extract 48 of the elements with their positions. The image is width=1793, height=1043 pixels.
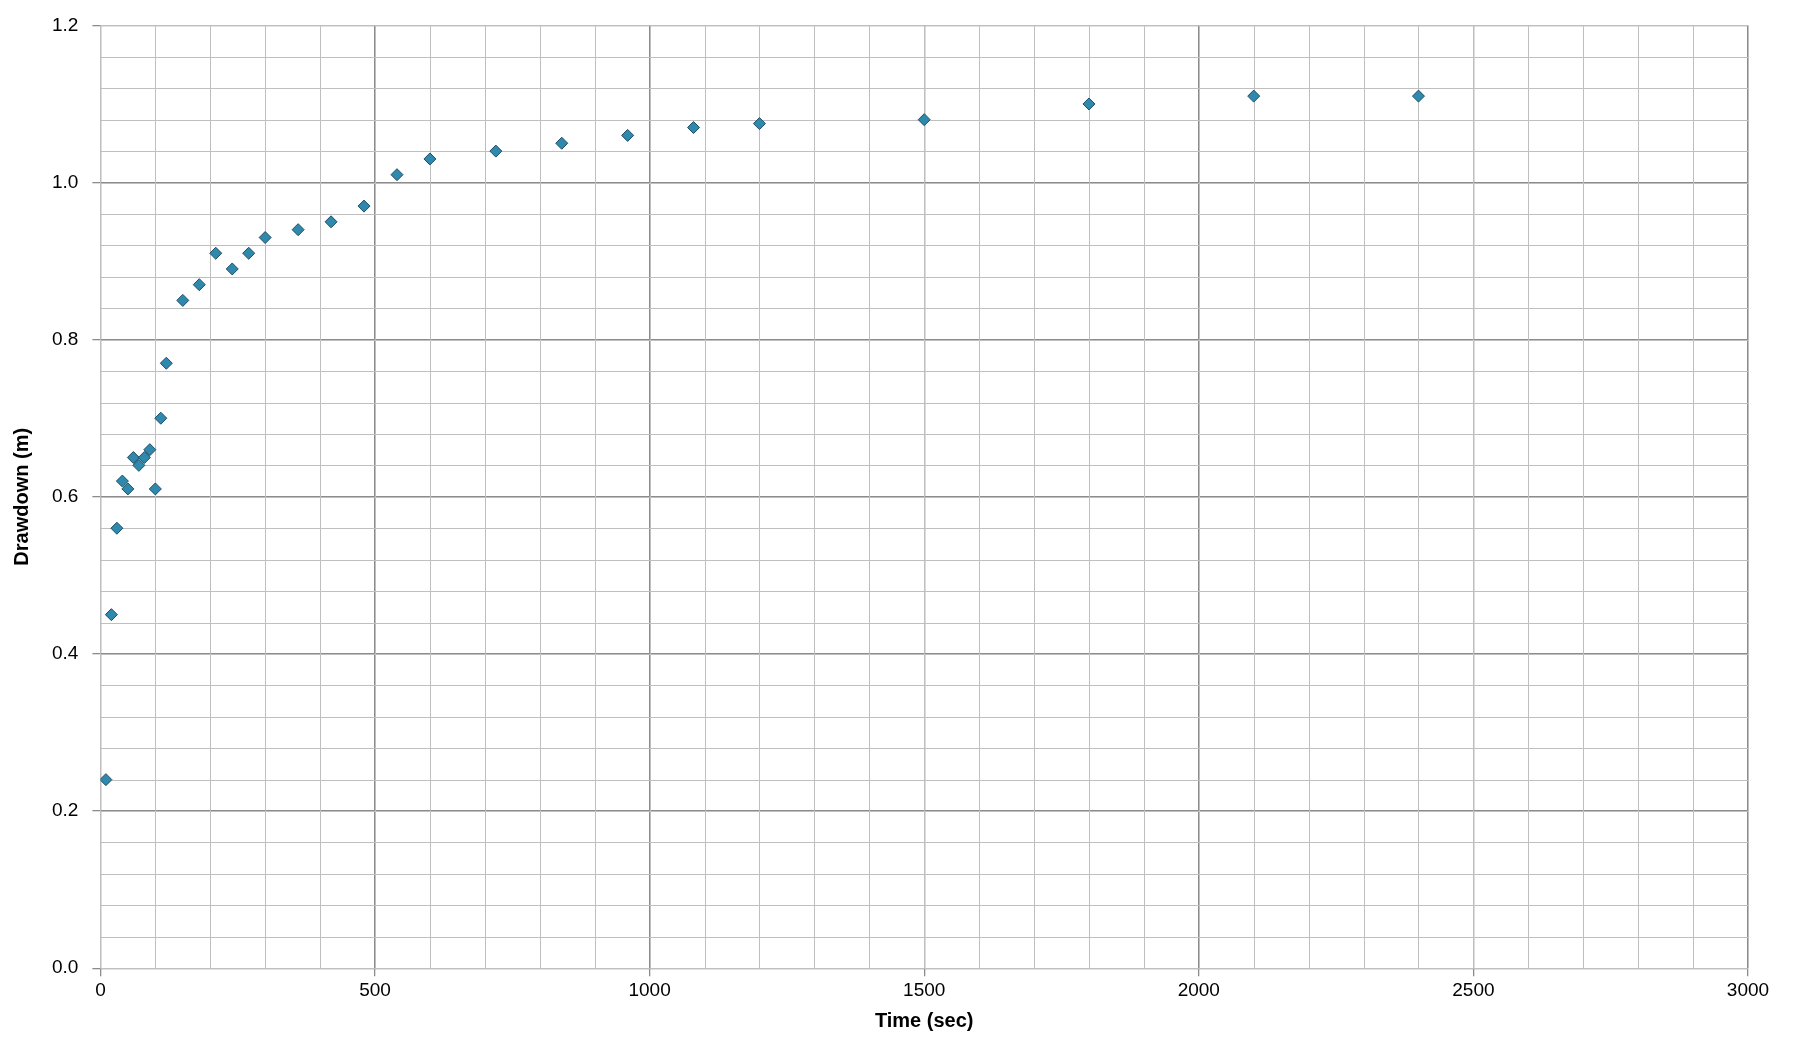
point bbox=[132, 458, 146, 472]
x-tick-label: 1500 bbox=[903, 978, 946, 1000]
point bbox=[1082, 97, 1096, 111]
y-axis-title: Drawdown (m) bbox=[9, 427, 32, 566]
point bbox=[100, 773, 113, 787]
point bbox=[115, 474, 129, 488]
point bbox=[176, 293, 190, 307]
point bbox=[104, 608, 118, 622]
x-tick-label: 1000 bbox=[628, 978, 671, 1000]
point bbox=[148, 482, 162, 496]
point bbox=[121, 482, 135, 496]
x-tick-label: 500 bbox=[359, 978, 391, 1000]
y-tick-label: 0.6 bbox=[51, 485, 79, 507]
point bbox=[555, 136, 569, 150]
point bbox=[752, 117, 766, 131]
point bbox=[489, 144, 503, 158]
point bbox=[225, 262, 239, 276]
x-tick-label: 3000 bbox=[1726, 978, 1770, 1000]
y-tick-label: 1.0 bbox=[51, 170, 79, 192]
point bbox=[423, 152, 437, 166]
point bbox=[291, 223, 305, 237]
point bbox=[126, 451, 140, 465]
x-tick-label: 0 bbox=[95, 978, 106, 1000]
point bbox=[258, 231, 272, 245]
point bbox=[687, 121, 701, 135]
point bbox=[1411, 89, 1425, 103]
point bbox=[917, 113, 931, 127]
point bbox=[137, 451, 151, 465]
y-tick-label: 0.8 bbox=[51, 327, 79, 349]
point bbox=[154, 411, 168, 425]
point bbox=[242, 246, 256, 260]
point bbox=[1247, 89, 1261, 103]
point bbox=[192, 278, 206, 292]
y-tick-label: 0.2 bbox=[51, 799, 79, 821]
x-tick-label: 2000 bbox=[1177, 978, 1220, 1000]
point bbox=[390, 168, 404, 182]
y-tick-label: 1.2 bbox=[51, 13, 79, 35]
x-axis-title: Time (sec) bbox=[874, 1008, 974, 1031]
point bbox=[209, 246, 223, 260]
point bbox=[143, 443, 157, 457]
point bbox=[357, 199, 371, 213]
point bbox=[110, 521, 124, 535]
point bbox=[324, 215, 338, 229]
x-tick-label: 2500 bbox=[1452, 978, 1495, 1000]
y-tick-label: 0.4 bbox=[51, 642, 79, 664]
point bbox=[159, 356, 173, 370]
point bbox=[621, 128, 635, 142]
y-tick-label: 0.0 bbox=[51, 956, 79, 978]
